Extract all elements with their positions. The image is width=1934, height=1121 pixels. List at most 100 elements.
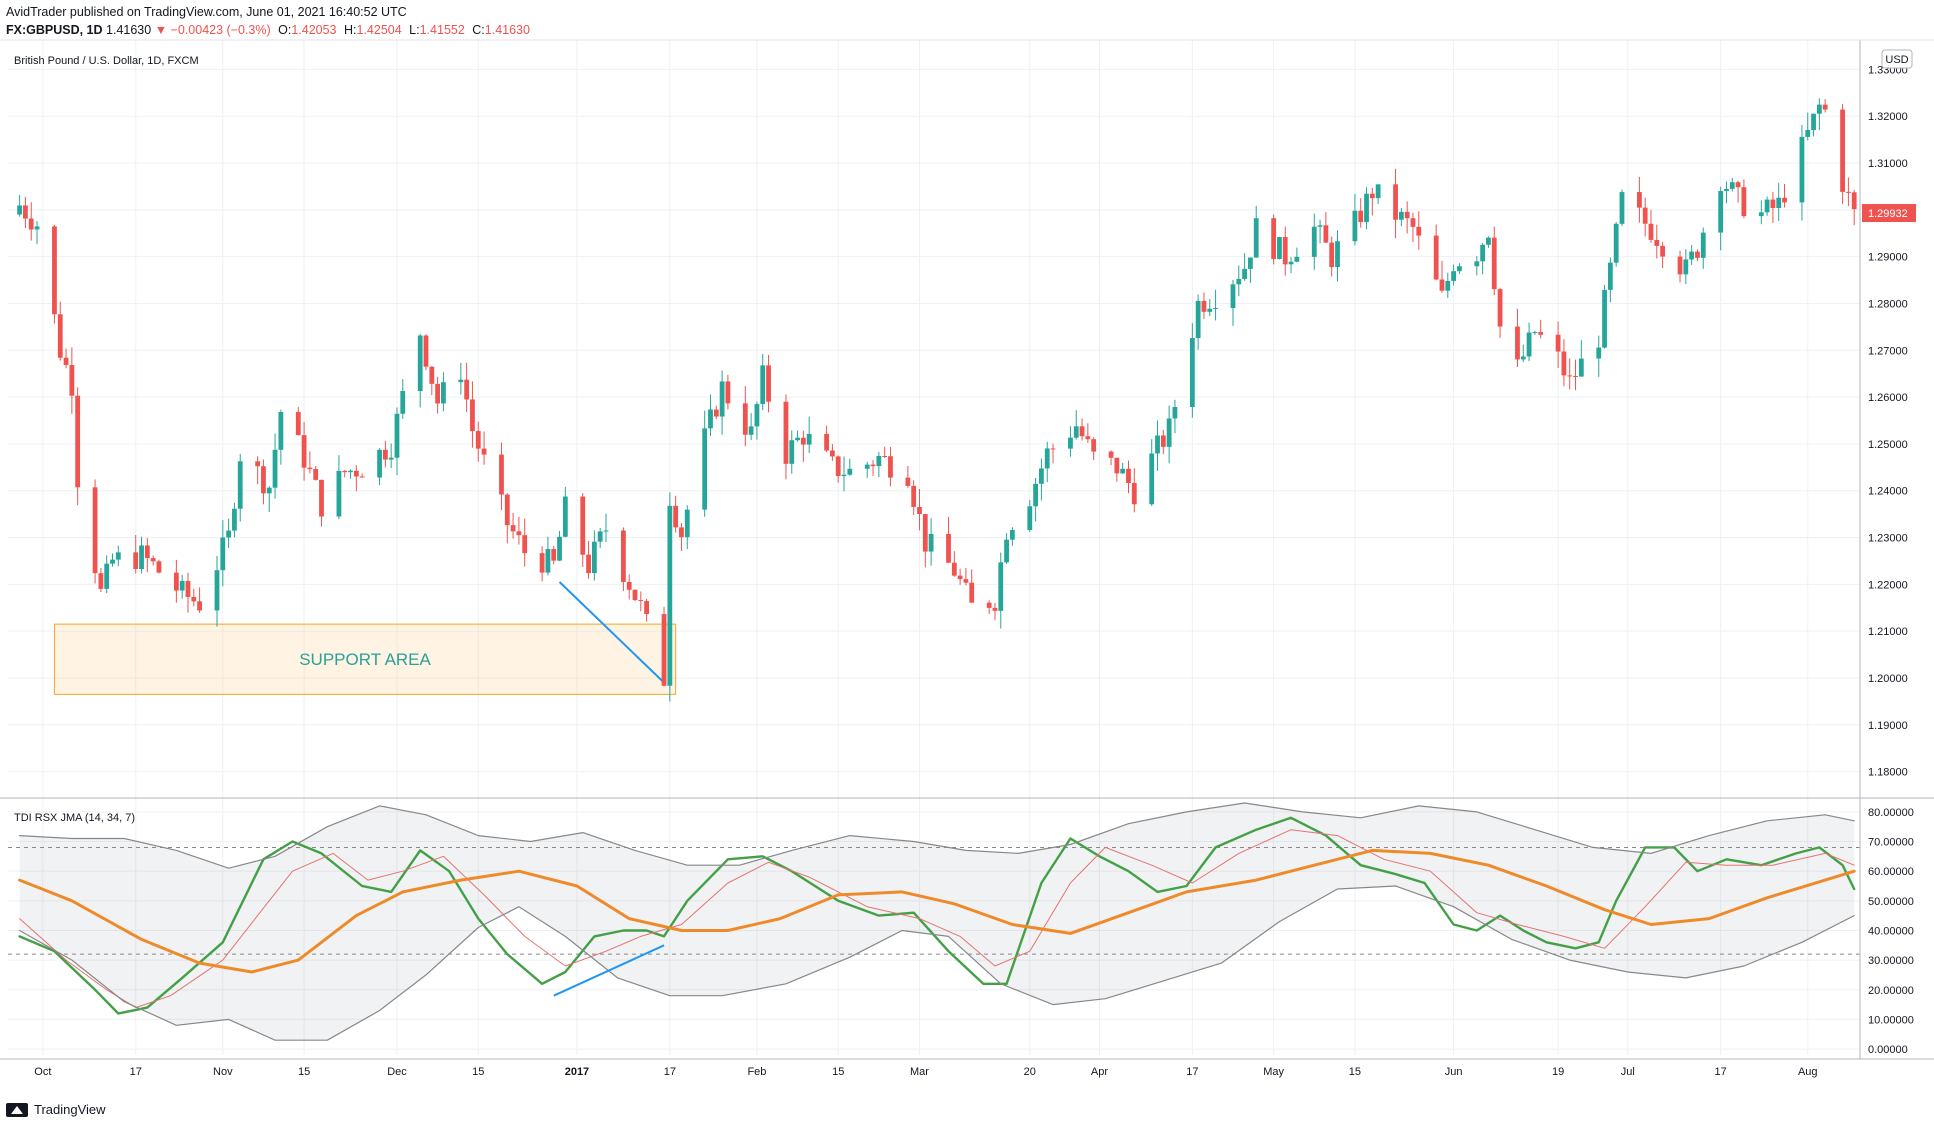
candle-body xyxy=(1840,109,1845,192)
candle-body xyxy=(1108,451,1114,458)
candle-body xyxy=(841,474,847,477)
tradingview-logo-icon xyxy=(6,1102,28,1117)
indicator-tick-label: 0.00000 xyxy=(1868,1044,1908,1056)
candle-body xyxy=(766,365,771,402)
currency-badge xyxy=(1881,49,1913,69)
candle-body xyxy=(342,470,348,473)
ohlc-line: FX:GBPUSD, 1D 1.41630 ▼ −0.00423 (−0.3%)… xyxy=(6,21,530,39)
candle-body xyxy=(1004,539,1009,563)
candle-body xyxy=(748,426,754,435)
candle-body xyxy=(870,464,876,467)
publish-line: AvidTrader published on TradingView.com,… xyxy=(6,5,407,19)
candle-body xyxy=(1195,300,1201,339)
candle-body xyxy=(1451,271,1457,281)
candle-body xyxy=(191,596,197,602)
candle-body xyxy=(597,531,603,542)
x-tick-label: May xyxy=(1263,1066,1284,1078)
candle-body xyxy=(1613,223,1619,263)
candle-body xyxy=(388,457,394,460)
currency-label: USD xyxy=(1885,54,1908,66)
candle-body xyxy=(911,485,917,507)
indicator-tick-label: 70.00000 xyxy=(1868,837,1914,849)
y-tick-label: 1.25000 xyxy=(1868,439,1908,451)
candle-body xyxy=(1166,418,1172,447)
candle-body xyxy=(1085,436,1091,440)
candle-body xyxy=(1636,192,1642,208)
candle-body xyxy=(905,477,911,486)
x-tick-label: 15 xyxy=(298,1066,310,1078)
last-price-label: 1.29932 xyxy=(1868,208,1908,220)
candle-body xyxy=(783,401,789,464)
candle-body xyxy=(1822,104,1828,110)
close-label: C: xyxy=(472,23,485,37)
candle-body xyxy=(1526,332,1532,357)
last-price-tag xyxy=(1862,204,1916,223)
candle-body xyxy=(307,467,313,470)
candle-body xyxy=(1567,375,1573,377)
support-area-label: SUPPORT AREA xyxy=(299,650,431,669)
candle-body xyxy=(57,314,63,358)
x-tick-label: 15 xyxy=(832,1066,844,1078)
candle-body xyxy=(702,428,708,510)
candle-body xyxy=(1520,356,1526,360)
candle-body xyxy=(417,335,423,391)
x-tick-label: 17 xyxy=(1715,1066,1727,1078)
candle-body xyxy=(603,530,609,532)
candle-body xyxy=(998,562,1004,611)
candle-body xyxy=(760,365,766,405)
candle-body xyxy=(992,607,998,611)
candle-body xyxy=(632,589,638,601)
candle-body xyxy=(237,461,243,509)
candle-body xyxy=(1735,182,1741,188)
candle-body xyxy=(1271,218,1277,259)
indicator-trendline xyxy=(553,944,665,997)
candle-body xyxy=(516,531,522,536)
candle-body xyxy=(1039,468,1044,484)
candle-body xyxy=(1845,191,1851,193)
candle-body xyxy=(673,505,679,528)
candle-body xyxy=(1277,237,1282,259)
candle-body xyxy=(725,381,731,404)
candle-body xyxy=(1253,218,1259,258)
candle-body xyxy=(1398,211,1404,220)
candle-body xyxy=(1439,279,1445,291)
candle-body xyxy=(1242,268,1248,279)
candle-body xyxy=(1799,136,1805,203)
candle-body xyxy=(638,600,644,602)
candle-body xyxy=(272,449,278,488)
candle-body xyxy=(679,527,684,538)
open-value: 1.42053 xyxy=(291,23,337,37)
candle-body xyxy=(441,382,446,404)
candle-body xyxy=(562,496,568,537)
upper-band-line xyxy=(19,802,1855,869)
candle-body xyxy=(92,487,98,574)
last-price: 1.41630 xyxy=(106,23,152,37)
candle-body xyxy=(1805,129,1811,137)
candle-body xyxy=(185,580,191,597)
candle-body xyxy=(1741,187,1747,217)
candle-body xyxy=(301,435,307,468)
candle-body xyxy=(922,514,928,552)
y-tick-label: 1.27000 xyxy=(1868,345,1908,357)
candle-body xyxy=(1758,212,1764,217)
candle-body xyxy=(1660,245,1666,257)
candle-body xyxy=(1207,308,1213,312)
y-tick-label: 1.26000 xyxy=(1868,392,1908,404)
candle-body xyxy=(1555,334,1561,352)
candle-body xyxy=(470,399,475,432)
candle-body xyxy=(220,537,226,571)
candle-body xyxy=(969,582,975,603)
indicator-tick-label: 30.00000 xyxy=(1868,955,1914,967)
candle-body xyxy=(115,552,121,560)
candle-body xyxy=(917,506,922,515)
candle-body xyxy=(708,409,713,429)
candle-body xyxy=(795,437,800,441)
candle-body xyxy=(1091,439,1097,452)
candle-body xyxy=(1033,483,1038,507)
candle-body xyxy=(684,509,690,538)
candle-body xyxy=(620,530,626,582)
candle-body xyxy=(139,545,144,569)
indicator-tick-label: 10.00000 xyxy=(1868,1014,1914,1026)
indicator-layer xyxy=(8,802,1860,1041)
